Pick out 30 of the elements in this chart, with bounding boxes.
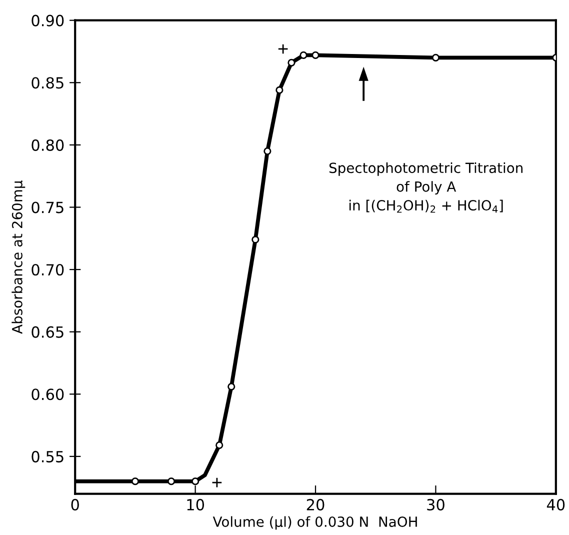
point [252,236,260,244]
point [432,54,440,62]
y-tick-label: 0.90 [32,14,64,26]
point [212,477,222,488]
y-axis-title: Absorbance at 260mμ [12,180,26,334]
point [167,478,176,486]
y-tick-label: 0.55 [32,450,64,462]
x-axis-title: Volume (µl) of 0.030 N NaOH [212,516,417,530]
x-tick-label: 0 [71,498,79,510]
point [278,44,288,54]
point [300,51,308,60]
x-tick-label: 10 [187,498,204,510]
text: Spectophotometric Titration of Poly A in [(CH$_{2}$OH)$_{2}$ + HClO$_{4}$] [329,162,522,213]
y-tick-label: 0.75 [32,202,64,214]
point [276,86,284,94]
point [192,478,200,486]
point [312,51,320,60]
point [131,478,140,486]
point [228,382,236,390]
y-tick-label: 0.70 [32,264,64,276]
y-tick-label: 0.80 [32,139,64,151]
y-tick-label: 0.60 [32,388,64,400]
point [264,147,272,155]
y-tick-label: 0.85 [32,77,64,89]
x-tick-label: 40 [546,498,565,510]
y-tick-label: 0.65 [32,326,64,338]
point [288,58,296,66]
x-tick-label: 20 [306,498,324,510]
point [216,441,224,450]
x-tick-label: 30 [427,498,444,510]
